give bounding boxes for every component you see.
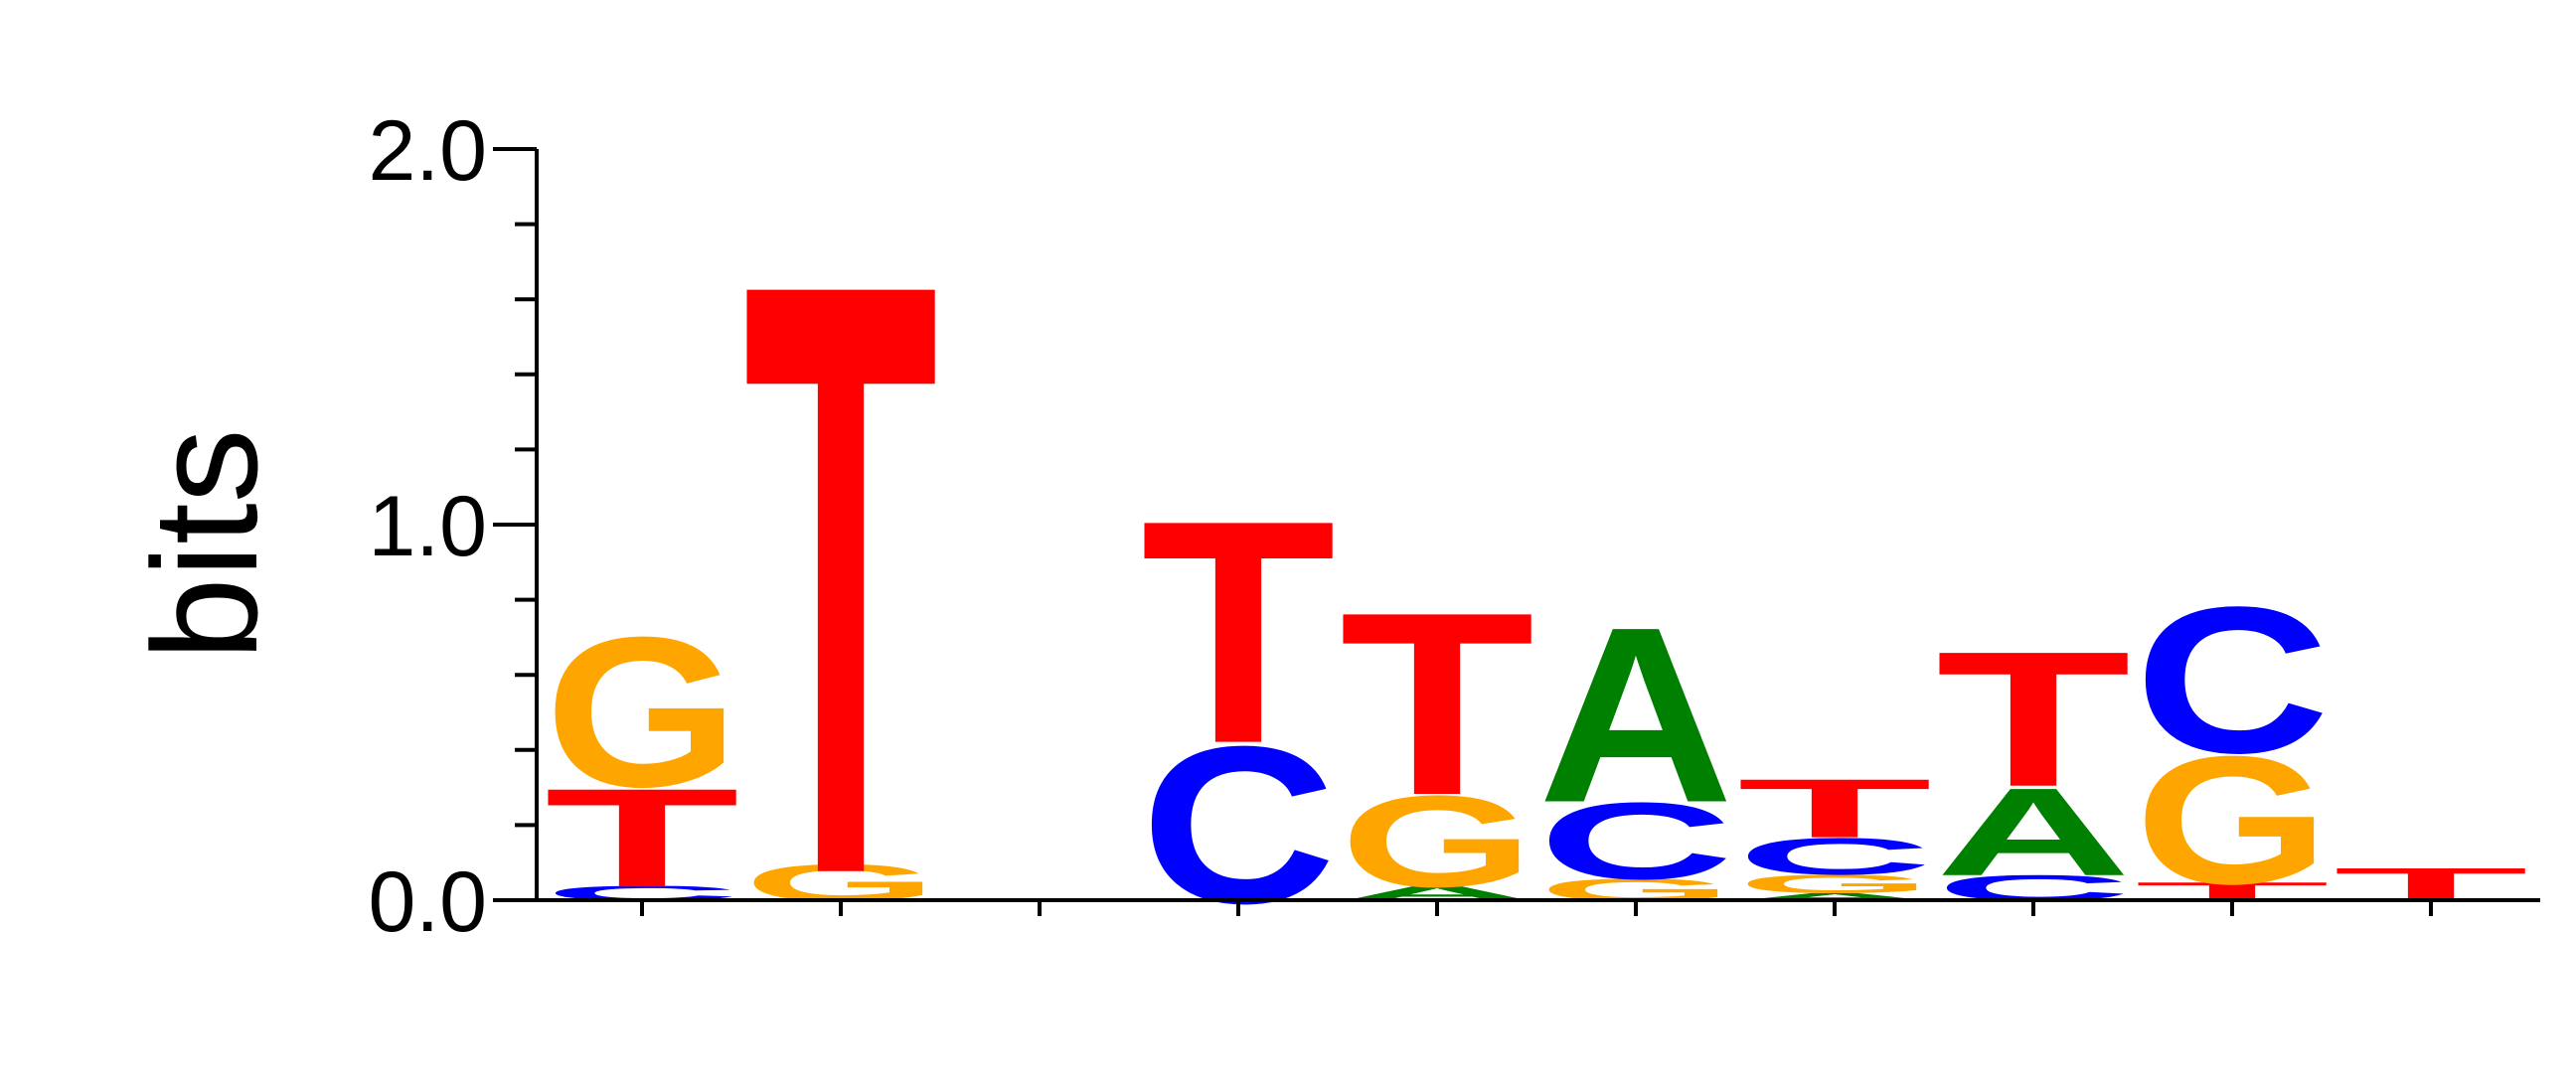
y-tick-label: 0.0 bbox=[368, 854, 487, 950]
logo-letter-G-pos5: G bbox=[1340, 769, 1533, 914]
logo-letter-C-pos9: C bbox=[2135, 563, 2331, 797]
logo-letter-G-pos7: G bbox=[1737, 869, 1931, 898]
logo-letter-C-pos6: C bbox=[1538, 780, 1734, 902]
logo-letter-A-pos8: A bbox=[1936, 762, 2132, 902]
logo-letter-T-pos7: T bbox=[1737, 761, 1932, 854]
logo-letter-T-pos2: T bbox=[743, 107, 938, 1051]
logo-letter-A-pos7: A bbox=[1737, 891, 1933, 903]
logo-letter-A-pos6: A bbox=[1538, 575, 1734, 854]
y-axis-title: bits bbox=[121, 428, 288, 660]
axis-layer: 0.0 1.0 2.0 bbox=[368, 103, 2540, 950]
logo-letter-T-pos4: T bbox=[1141, 454, 1336, 809]
logo-letter-G-pos9: G bbox=[2135, 718, 2329, 922]
y-tick-label: 2.0 bbox=[368, 103, 487, 199]
logo-letter-T-pos8: T bbox=[1936, 612, 2131, 828]
logo-letter-T-pos1: T bbox=[545, 759, 739, 917]
logo-letter-G-pos1: G bbox=[545, 592, 738, 832]
logo-letter-C-pos7: C bbox=[1737, 828, 1933, 886]
logo-letter-T-pos5: T bbox=[1340, 558, 1534, 850]
y-tick-label: 1.0 bbox=[368, 479, 487, 574]
